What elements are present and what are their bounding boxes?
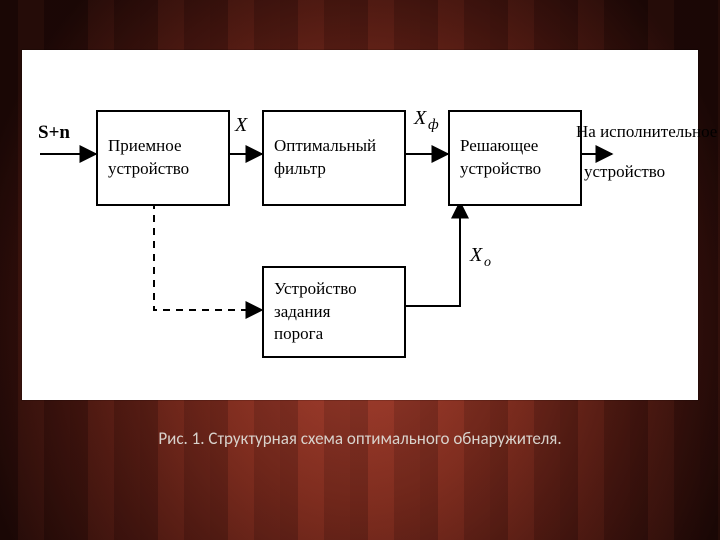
- label-x: X: [235, 114, 247, 137]
- diagram-nodes: ПриемноеустройствоОптимальныйфильтрРешаю…: [22, 50, 698, 400]
- label-out2: устройство: [584, 162, 665, 182]
- block-thr-line1: Устройство: [274, 278, 404, 301]
- figure-caption: Рис. 1. Структурная схема оптимального о…: [0, 428, 720, 449]
- block-filt: Оптимальныйфильтр: [262, 110, 406, 206]
- block-thr-line2: задания: [274, 301, 404, 324]
- block-rx-line2: устройство: [108, 158, 228, 181]
- label-xf: X: [414, 107, 426, 130]
- label-out1: На исполнительное: [576, 122, 717, 142]
- block-dec-line2: устройство: [460, 158, 580, 181]
- block-thr: Устройствозаданияпорога: [262, 266, 406, 358]
- block-thr-line3: порога: [274, 323, 404, 346]
- label-xo_sub: o: [484, 255, 491, 271]
- block-dec: Решающееустройство: [448, 110, 582, 206]
- label-xo: X: [470, 244, 482, 267]
- label-in: S+n: [38, 122, 70, 144]
- block-filt-line2: фильтр: [274, 158, 404, 181]
- block-dec-line1: Решающее: [460, 135, 580, 158]
- block-filt-line1: Оптимальный: [274, 135, 404, 158]
- label-xf_sub: ф: [428, 117, 439, 134]
- block-rx: Приемноеустройство: [96, 110, 230, 206]
- slide-stage: ПриемноеустройствоОптимальныйфильтрРешаю…: [0, 0, 720, 540]
- diagram-panel: ПриемноеустройствоОптимальныйфильтрРешаю…: [22, 50, 698, 400]
- block-rx-line1: Приемное: [108, 135, 228, 158]
